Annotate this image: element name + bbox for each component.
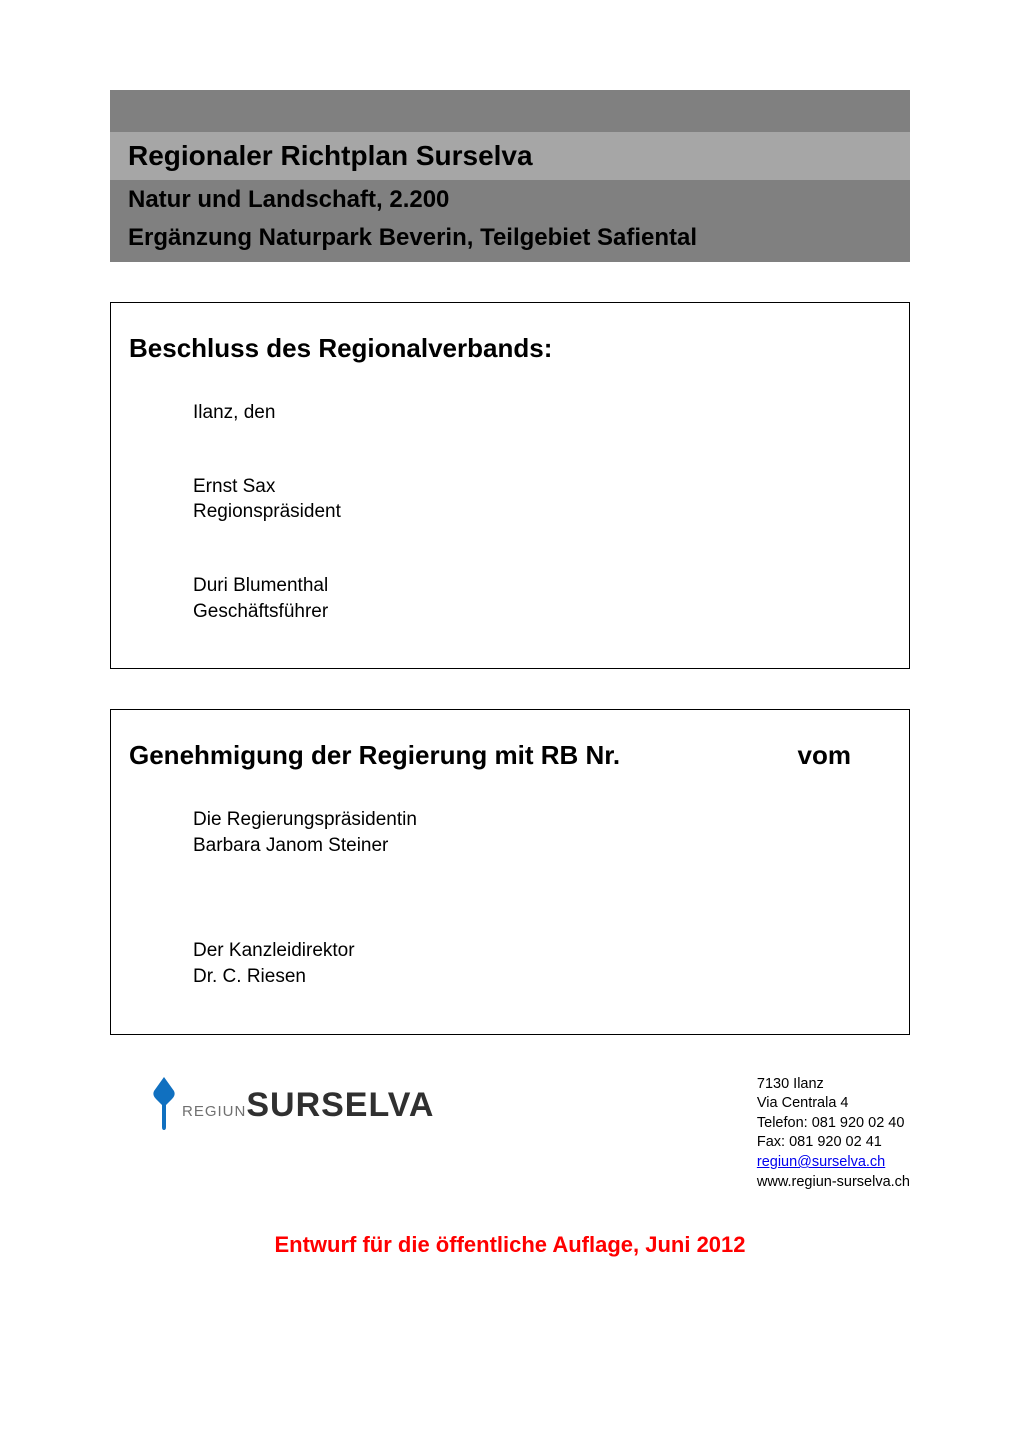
signer-name: Duri Blumenthal (193, 573, 891, 599)
document-title: Regionaler Richtplan Surselva (110, 132, 910, 180)
resolution-heading: Beschluss des Regionalverbands: (129, 333, 891, 364)
approval-signer-2: Der Kanzleidirektor Dr. C. Riesen (193, 938, 891, 989)
header-spacer (110, 90, 910, 132)
resolution-signer-1: Ernst Sax Regionspräsident (193, 474, 891, 525)
approval-box: Genehmigung der Regierung mit RB Nr. vom… (110, 709, 910, 1035)
document-subtitle-2: Ergänzung Naturpark Beverin, Teilgebiet … (110, 218, 910, 256)
resolution-place-date: Ilanz, den (193, 400, 891, 426)
resolution-signer-2: Duri Blumenthal Geschäftsführer (193, 573, 891, 624)
logo-main-text: SURSELVA (246, 1086, 434, 1124)
contact-fax: Fax: 081 920 02 41 (757, 1133, 910, 1153)
organization-logo: REGIUNSURSELVA (150, 1075, 434, 1136)
contact-phone: Telefon: 081 920 02 40 (757, 1114, 910, 1134)
signer-name: Barbara Janom Steiner (193, 833, 891, 859)
contact-email-link[interactable]: regiun@surselva.ch (757, 1154, 885, 1170)
approval-heading-left: Genehmigung der Regierung mit RB Nr. (129, 740, 620, 771)
contact-street: Via Centrala 4 (757, 1094, 910, 1114)
draft-notice: Entwurf für die öffentliche Auflage, Jun… (110, 1232, 910, 1258)
place-date-text: Ilanz, den (193, 402, 275, 423)
approval-heading-row: Genehmigung der Regierung mit RB Nr. vom (129, 740, 891, 771)
document-subtitle-1: Natur und Landschaft, 2.200 (110, 180, 910, 218)
contact-city: 7130 Ilanz (757, 1075, 910, 1095)
document-header: Regionaler Richtplan Surselva Natur und … (110, 90, 910, 262)
signer-role: Die Regierungspräsidentin (193, 807, 891, 833)
logo-prefix: REGIUN (182, 1103, 246, 1120)
footer-row: REGIUNSURSELVA 7130 Ilanz Via Centrala 4… (110, 1075, 910, 1192)
signer-name: Ernst Sax (193, 474, 891, 500)
contact-block: 7130 Ilanz Via Centrala 4 Telefon: 081 9… (757, 1075, 910, 1192)
signer-role: Geschäftsführer (193, 599, 891, 625)
contact-web: www.regiun-surselva.ch (757, 1173, 910, 1193)
signer-name: Dr. C. Riesen (193, 964, 891, 990)
resolution-box: Beschluss des Regionalverbands: Ilanz, d… (110, 302, 910, 669)
approval-signer-1: Die Regierungspräsidentin Barbara Janom … (193, 807, 891, 858)
signer-role: Der Kanzleidirektor (193, 938, 891, 964)
approval-heading-right: vom (798, 740, 891, 771)
signer-role: Regionspräsident (193, 499, 891, 525)
map-pin-icon (150, 1075, 178, 1136)
